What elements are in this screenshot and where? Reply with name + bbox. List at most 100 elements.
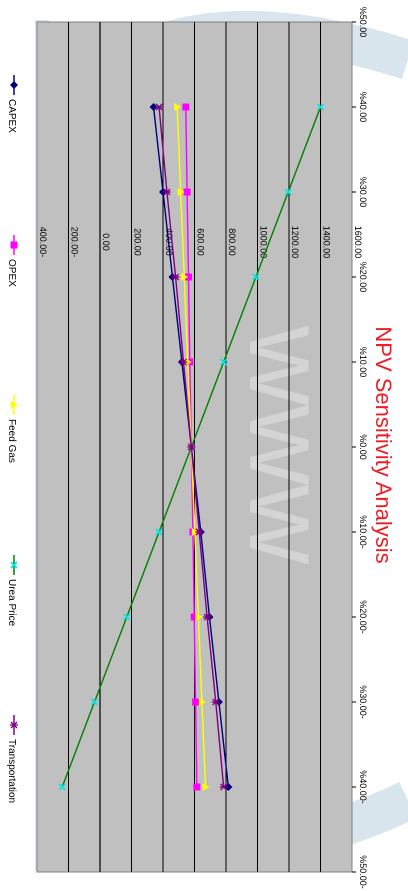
value-tick-label: 1400.00 bbox=[322, 226, 332, 259]
category-tick-label: %10.00 bbox=[358, 347, 368, 378]
watermark-text: www bbox=[226, 325, 349, 565]
data-point-urea-price bbox=[316, 103, 325, 111]
data-point-cross bbox=[10, 561, 18, 569]
data-point-triangle bbox=[184, 358, 192, 366]
value-tick-label: 800.00 bbox=[227, 228, 237, 256]
data-point-feed-gas bbox=[174, 103, 182, 111]
data-point-cross bbox=[252, 273, 260, 281]
data-point-feed-gas bbox=[198, 698, 206, 706]
legend-label: CAPEX bbox=[6, 99, 17, 133]
value-tick-label: 200.00- bbox=[70, 227, 80, 258]
category-tick-label: %50.00- bbox=[358, 855, 368, 889]
legend-swatch-marker bbox=[10, 81, 18, 89]
data-point-transportation bbox=[195, 528, 204, 536]
data-point-opex bbox=[192, 698, 200, 706]
data-point-star bbox=[195, 528, 203, 536]
data-point-star bbox=[163, 188, 171, 196]
data-point-square bbox=[182, 103, 190, 111]
data-point-transportation bbox=[155, 103, 164, 111]
data-point-urea-price bbox=[58, 783, 66, 791]
legend-swatch-marker bbox=[10, 241, 18, 249]
value-tick-label: 0.00 bbox=[101, 233, 111, 251]
data-point-opex bbox=[185, 273, 193, 281]
data-point-triangle bbox=[174, 103, 182, 111]
data-point-star bbox=[220, 783, 228, 791]
chart-title: NPV Sensitivity Analysis bbox=[371, 326, 396, 563]
data-point-triangle bbox=[177, 188, 185, 196]
legend-label: Transportation bbox=[6, 739, 17, 803]
data-point-square bbox=[10, 241, 18, 249]
data-point-square bbox=[185, 273, 193, 281]
data-point-cross bbox=[220, 358, 228, 366]
data-point-urea-price bbox=[90, 698, 99, 706]
value-tick-label: 400.00- bbox=[38, 227, 48, 258]
data-point-feed-gas bbox=[177, 188, 185, 196]
data-point-transportation bbox=[211, 698, 220, 706]
data-point-cross bbox=[123, 613, 131, 621]
data-point-transportation bbox=[187, 443, 196, 451]
data-point-opex bbox=[183, 188, 191, 196]
data-point-square bbox=[192, 698, 200, 706]
data-point-star bbox=[180, 358, 187, 366]
data-point-feed-gas bbox=[202, 783, 210, 791]
category-tick-label: %10.00- bbox=[358, 515, 368, 549]
data-point-transportation bbox=[179, 358, 188, 366]
value-tick-label: 1000.00 bbox=[259, 226, 269, 259]
data-point-square bbox=[193, 783, 201, 791]
data-point-transportation bbox=[219, 783, 228, 791]
data-point-cross bbox=[58, 783, 66, 791]
data-point-square bbox=[190, 613, 198, 621]
data-point-star bbox=[10, 721, 18, 729]
data-point-cross bbox=[316, 103, 325, 111]
legend-label: Urea Price bbox=[6, 579, 17, 627]
category-tick-label: %40.00- bbox=[358, 770, 368, 804]
category-tick-label: %50.00 bbox=[358, 7, 368, 38]
data-point-triangle bbox=[202, 783, 210, 791]
category-tick-label: %30.00 bbox=[358, 177, 368, 208]
data-point-transportation bbox=[171, 273, 180, 281]
data-point-diamond bbox=[10, 81, 18, 89]
data-point-opex bbox=[193, 783, 201, 791]
data-point-cross bbox=[155, 528, 163, 536]
data-point-feed-gas bbox=[195, 613, 203, 621]
data-point-triangle bbox=[181, 273, 189, 281]
value-tick-label: 1200.00 bbox=[290, 226, 300, 259]
legend-swatch-marker bbox=[10, 561, 18, 569]
data-point-urea-price bbox=[220, 358, 228, 366]
category-tick-label: %20.00 bbox=[358, 262, 368, 293]
category-tick-label: %40.00 bbox=[358, 92, 368, 123]
data-point-urea-price bbox=[155, 528, 163, 536]
data-point-square bbox=[183, 188, 191, 196]
data-point-feed-gas bbox=[181, 273, 189, 281]
data-point-star bbox=[203, 613, 211, 621]
data-point-urea-price bbox=[123, 613, 131, 621]
data-point-opex bbox=[182, 103, 190, 111]
legend-swatch-marker bbox=[11, 401, 18, 409]
data-point-transportation bbox=[162, 188, 171, 196]
data-point-opex bbox=[190, 613, 198, 621]
data-point-star bbox=[155, 103, 163, 111]
data-point-diamond bbox=[149, 103, 158, 111]
data-point-star bbox=[212, 698, 220, 706]
data-point-star bbox=[187, 443, 195, 451]
data-point-cross bbox=[90, 698, 99, 706]
data-point-feed-gas bbox=[184, 358, 192, 366]
data-point-urea-price bbox=[284, 188, 292, 196]
category-tick-label: %30.00- bbox=[358, 685, 368, 719]
data-point-triangle bbox=[195, 613, 203, 621]
data-point-triangle bbox=[11, 401, 18, 409]
value-tick-label: 1600.00 bbox=[353, 226, 363, 259]
data-point-capex bbox=[149, 103, 158, 111]
value-tick-label: 600.00 bbox=[196, 228, 206, 256]
category-tick-label: %0.00 bbox=[358, 434, 368, 460]
legend-label: Feed Gas bbox=[6, 419, 17, 463]
data-point-triangle bbox=[198, 698, 206, 706]
legend-label: OPEX bbox=[6, 259, 17, 287]
data-point-urea-price bbox=[252, 273, 260, 281]
category-tick-label: %20.00- bbox=[358, 600, 368, 634]
data-point-star bbox=[172, 273, 180, 281]
data-point-cross bbox=[284, 188, 292, 196]
value-tick-label: 200.00 bbox=[133, 228, 143, 256]
legend-swatch-marker bbox=[10, 721, 18, 729]
